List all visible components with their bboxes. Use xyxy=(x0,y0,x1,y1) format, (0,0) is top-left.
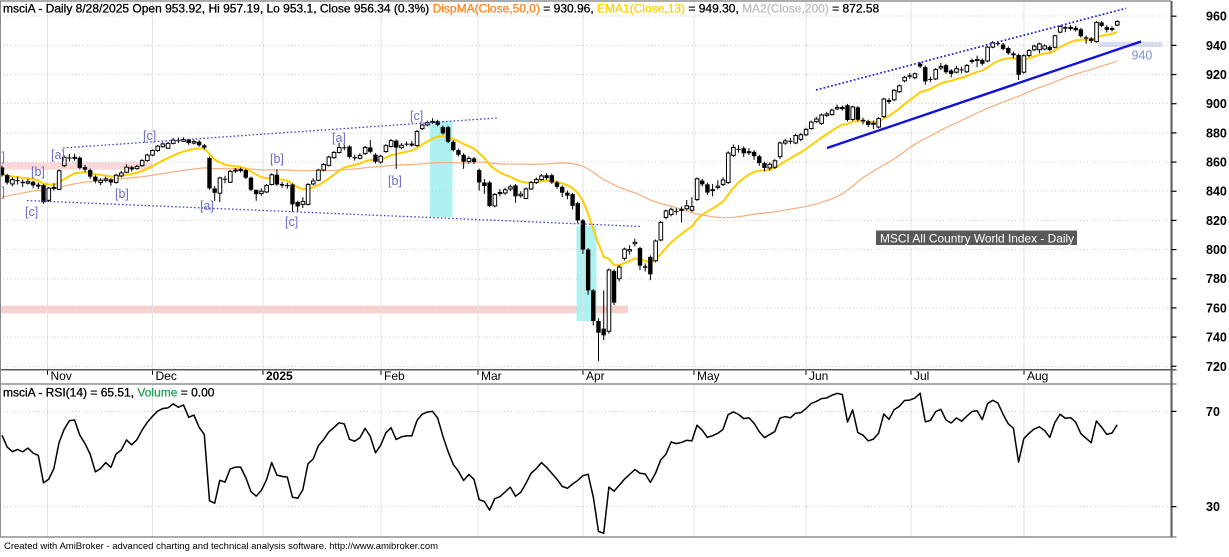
svg-text:Dec: Dec xyxy=(156,369,177,383)
svg-text:[c]: [c] xyxy=(25,205,38,219)
svg-text:May: May xyxy=(697,369,720,383)
svg-text:920: 920 xyxy=(1206,68,1227,82)
svg-text:Created with AmiBroker - advan: Created with AmiBroker - advanced charti… xyxy=(4,541,438,552)
svg-text:30: 30 xyxy=(1206,500,1220,514)
svg-text:960: 960 xyxy=(1206,10,1227,24)
svg-text:[a]: [a] xyxy=(332,131,346,145)
svg-text:760: 760 xyxy=(1206,301,1227,315)
svg-text:2025: 2025 xyxy=(266,369,293,383)
svg-text:780: 780 xyxy=(1206,272,1227,286)
svg-text:Aug: Aug xyxy=(1027,369,1048,383)
svg-text:740: 740 xyxy=(1206,331,1227,345)
svg-text:]: ] xyxy=(2,185,5,199)
svg-text:Jun: Jun xyxy=(809,369,828,383)
svg-text:MSCI All Country World Index -: MSCI All Country World Index - Daily xyxy=(880,231,1074,245)
svg-text:880: 880 xyxy=(1206,126,1227,140)
svg-text:msciA - RSI(14) = 65.51, Volum: msciA - RSI(14) = 65.51, Volume = 0.00 xyxy=(3,386,215,400)
svg-text:720: 720 xyxy=(1206,360,1227,374)
svg-text:[a]: [a] xyxy=(51,148,65,162)
svg-text:Nov: Nov xyxy=(51,369,72,383)
svg-text:[c]: [c] xyxy=(410,109,423,123)
svg-text:800: 800 xyxy=(1206,243,1227,257)
svg-text:[b]: [b] xyxy=(270,152,284,166)
svg-text:940: 940 xyxy=(1206,39,1227,53)
svg-text:[c]: [c] xyxy=(285,215,298,229)
svg-text:840: 840 xyxy=(1206,185,1227,199)
svg-text:860: 860 xyxy=(1206,156,1227,170)
svg-text:[a]: [a] xyxy=(200,199,214,213)
svg-text:900: 900 xyxy=(1206,97,1227,111)
svg-text:[b]: [b] xyxy=(31,165,45,179)
svg-text:940: 940 xyxy=(1132,49,1153,63)
svg-text:Jul: Jul xyxy=(914,369,929,383)
svg-text:[b]: [b] xyxy=(115,187,129,201)
svg-text:[c]: [c] xyxy=(143,129,156,143)
svg-text:]: ] xyxy=(2,150,5,164)
svg-text:Apr: Apr xyxy=(586,369,605,383)
svg-text:Mar: Mar xyxy=(481,369,502,383)
svg-text:70: 70 xyxy=(1206,405,1220,419)
svg-text:msciA - Daily 8/28/2025 Open 9: msciA - Daily 8/28/2025 Open 953.92, Hi … xyxy=(3,2,880,16)
svg-text:Feb: Feb xyxy=(384,369,405,383)
svg-text:820: 820 xyxy=(1206,214,1227,228)
svg-text:[b]: [b] xyxy=(388,174,402,188)
